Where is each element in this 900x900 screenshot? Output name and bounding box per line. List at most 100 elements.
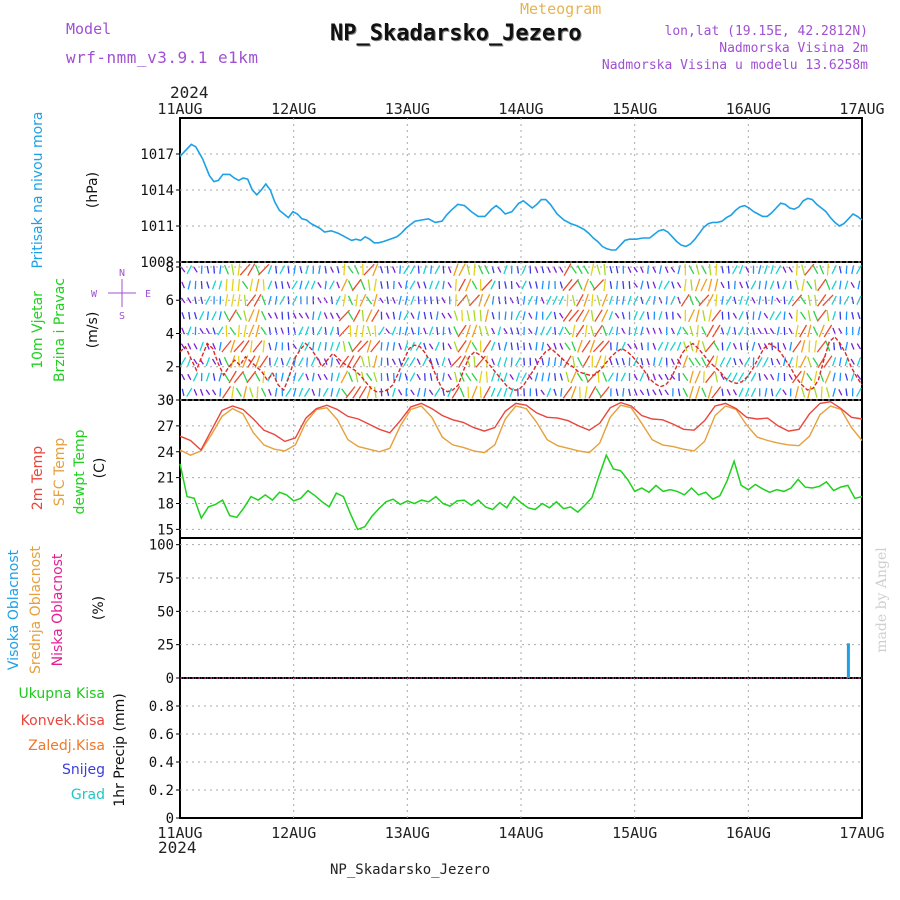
wind-arrow	[601, 309, 609, 323]
wind-arrow	[816, 309, 827, 322]
wind-arrow	[783, 311, 786, 320]
wind-arrow	[365, 372, 373, 382]
wind-arrow	[750, 280, 757, 290]
wind-arrow	[812, 326, 819, 336]
wind-arrow	[756, 357, 763, 367]
wind-arrow	[298, 357, 304, 367]
wind-arrow	[193, 312, 198, 320]
wind-arrow	[410, 312, 415, 319]
wind-arrow	[231, 386, 235, 399]
wind-arrow	[844, 341, 849, 351]
wind-arrow	[582, 309, 590, 323]
wind-arrow	[559, 312, 564, 319]
wind-arrow	[188, 311, 191, 320]
wind-arrow	[330, 357, 334, 366]
wind-arrow	[340, 370, 349, 384]
wind-arrow	[850, 358, 855, 365]
wind-arrow	[287, 342, 290, 351]
wind-arrow	[711, 309, 722, 322]
wind-arrow	[588, 385, 597, 399]
model-name: wrf-nmm_v3.9.1 e1km	[66, 48, 259, 67]
wind-arrow	[233, 370, 245, 384]
wind-arrow	[732, 312, 738, 319]
wind-arrow	[682, 372, 689, 382]
wind-arrow	[298, 341, 304, 351]
wind-arrow	[817, 355, 826, 369]
wind-arrow	[461, 309, 464, 322]
y-tick-label-wind: 0	[166, 393, 174, 409]
wind-arrow	[616, 280, 619, 290]
wind-arrow	[347, 341, 354, 352]
wind-arrow	[658, 280, 663, 290]
wind-arrow	[187, 297, 192, 304]
wind-arrow	[199, 341, 204, 351]
wind-arrow	[212, 373, 216, 381]
dewpt-series-line	[179, 453, 863, 531]
wind-arrow	[825, 341, 831, 352]
wind-arrow	[799, 296, 807, 305]
wind-arrow	[758, 373, 761, 381]
wind-arrow	[187, 343, 192, 350]
wind-arrow	[782, 280, 787, 290]
wind-arrow	[546, 295, 552, 305]
wind-arrow	[225, 278, 228, 292]
wind-arrow	[473, 263, 476, 276]
wind-arrow	[447, 343, 452, 350]
wind-arrow	[417, 296, 420, 305]
y-tick-label-pressure: 1014	[140, 183, 174, 199]
wind-arrow	[819, 264, 825, 275]
wind-arrow	[658, 311, 663, 321]
wind-arrow	[285, 357, 292, 367]
wind-arrow	[688, 265, 695, 275]
wind-arrow	[484, 265, 490, 275]
wind-arrow	[281, 281, 284, 289]
wind-arrow	[436, 327, 439, 335]
wind-arrow	[510, 342, 513, 351]
wind-arrow	[704, 340, 716, 353]
wind-arrow	[293, 357, 297, 367]
wind-arrow	[707, 385, 713, 399]
wind-arrow	[180, 343, 186, 350]
wind-arrow	[670, 358, 675, 365]
wind-arrow	[292, 343, 297, 350]
wind-arrow	[633, 326, 638, 336]
wind-arrow	[621, 312, 625, 320]
wind-arrow	[788, 266, 793, 273]
wind-arrow	[497, 326, 502, 336]
wind-arrow	[592, 340, 605, 353]
wind-speed-series-line	[179, 335, 863, 393]
wind-arrow	[653, 357, 656, 366]
wind-arrow	[297, 372, 305, 382]
wind-arrow	[764, 387, 768, 397]
wind-arrow	[621, 327, 626, 335]
wind-arrow	[800, 387, 806, 398]
wind-arrow	[664, 389, 669, 396]
wind-arrow	[310, 280, 316, 290]
wind-arrow	[782, 389, 787, 396]
precip-legend-entry: Konvek.Kisa	[21, 713, 105, 729]
lonlat-label: lon,lat (19.15E, 42.2812N)	[664, 24, 869, 39]
wind-arrow	[832, 311, 837, 321]
wind-arrow	[292, 312, 297, 319]
wind-arrow	[181, 373, 186, 381]
wind-arrow	[572, 356, 576, 368]
wind-arrow	[478, 264, 484, 275]
wind-arrow	[807, 324, 812, 338]
wind-arrow	[380, 357, 383, 366]
wind-arrow	[807, 356, 812, 367]
wind-arrow	[822, 294, 834, 307]
y-tick-label-pressure: 1008	[140, 255, 174, 271]
wind-arrow	[503, 328, 508, 334]
wind-arrow	[601, 293, 608, 307]
wind-arrow	[447, 281, 452, 289]
wind-arrow	[490, 280, 496, 290]
wind-arrow	[392, 311, 396, 320]
wind-arrow	[615, 326, 619, 336]
wind-arrow	[398, 358, 402, 366]
wind-arrow	[775, 387, 782, 397]
wind-arrow	[807, 386, 812, 399]
wind-arrow	[467, 386, 470, 399]
wind-arrow	[806, 280, 813, 290]
wind-arrow	[442, 388, 445, 397]
